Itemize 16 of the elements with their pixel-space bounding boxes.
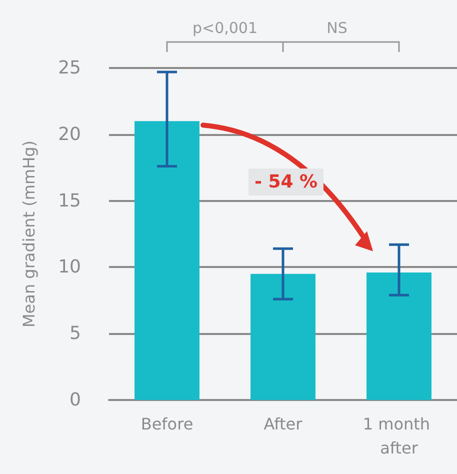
- text: NS: [326, 19, 348, 37]
- bar: [134, 121, 200, 400]
- y-tick-label: 10: [58, 256, 81, 278]
- y-tick-label: 20: [58, 124, 81, 145]
- annotation: - 54 %: [248, 168, 324, 196]
- y-tick-label: 5: [70, 323, 81, 344]
- bar: [250, 274, 316, 400]
- bar: [366, 272, 432, 400]
- y-tick-label: 25: [58, 58, 81, 78]
- y-tick-label: 0: [70, 390, 81, 410]
- x-tick-label: 1 month after: [362, 414, 436, 458]
- x-tick-label: Before: [140, 414, 194, 434]
- y-axis-title: Mean gradient (mmHg): [20, 140, 38, 328]
- text: p<0,001: [192, 19, 258, 37]
- x-tick-label: After: [264, 414, 303, 434]
- y-tick-label: 15: [58, 190, 81, 212]
